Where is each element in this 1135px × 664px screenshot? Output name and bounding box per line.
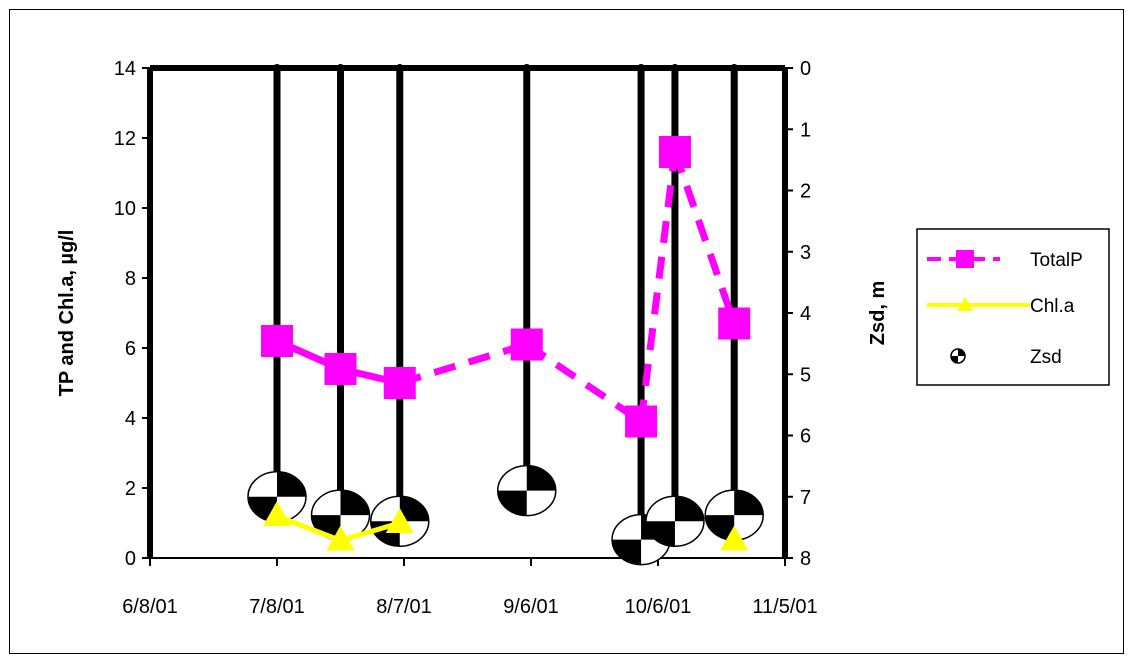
chla-series-group	[263, 501, 749, 551]
y-axis-label: TP and Chl.a, µg/l	[56, 230, 78, 397]
x-tick-label: 6/8/01	[122, 596, 178, 618]
y2-tick-label: 1	[800, 119, 811, 141]
y2-tick-label: 2	[800, 181, 811, 203]
zsd-point	[704, 489, 764, 541]
zsd-top-cap	[637, 64, 646, 72]
totalp-point	[658, 136, 691, 168]
totalp-line-segment	[637, 151, 679, 422]
chart-frame	[9, 9, 1124, 654]
y2-tick-label: 6	[800, 426, 811, 448]
totalp-point	[324, 353, 357, 385]
legend-chla-label: Chl.a	[1030, 296, 1075, 317]
y2-axis-label: Zsd, m	[867, 281, 889, 345]
y-tick-label: 0	[125, 548, 136, 570]
zsd-top-cap	[336, 64, 345, 72]
totalp-line-segment	[398, 341, 528, 387]
legend-zsd-marker	[950, 348, 966, 364]
y-tick-label: 10	[114, 198, 136, 220]
chla-point	[263, 501, 291, 526]
y-tick-label: 12	[114, 128, 136, 150]
x-tick-label: 10/6/01	[625, 596, 692, 618]
zsd-top-cap	[522, 64, 531, 72]
legend-totalp-marker	[956, 250, 974, 268]
axes-group	[142, 65, 793, 566]
zsd-top-cap	[395, 64, 404, 72]
totalp-point	[625, 405, 658, 438]
y2-tick-label: 0	[800, 58, 811, 80]
y-tick-label: 14	[114, 58, 136, 80]
y2-tick-label: 5	[800, 364, 811, 386]
x-tick-label: 11/5/01	[752, 596, 817, 618]
y-tick-label: 6	[125, 338, 136, 360]
y2-tick-label: 3	[800, 242, 811, 264]
totalp-point	[510, 328, 543, 361]
totalp-line-segment	[524, 341, 644, 425]
totalp-line-segment	[671, 150, 738, 325]
totalp-point	[383, 367, 416, 399]
zsd-point	[310, 489, 371, 541]
y2-tick-label: 7	[800, 487, 811, 509]
x-tick-label: 7/8/01	[249, 596, 305, 618]
y-tick-label: 8	[125, 268, 136, 290]
y-tick-label: 4	[125, 408, 136, 430]
y2-tick-label: 4	[800, 303, 811, 325]
zsd-point	[645, 495, 705, 547]
x-tick-label: 8/7/01	[376, 596, 432, 618]
y-tick-label: 2	[125, 478, 136, 500]
legend: TotalP Chl.a Zsd	[916, 228, 1110, 386]
totalp-point	[718, 307, 751, 340]
totalp-point	[261, 325, 293, 357]
totalp-series-group	[261, 136, 751, 438]
legend-chla-marker	[957, 297, 973, 311]
zsd-top-cap	[670, 64, 679, 72]
zsd-point	[497, 464, 557, 517]
chla-point	[326, 525, 355, 551]
y2-tick-label: 8	[800, 548, 811, 570]
legend-zsd-label: Zsd	[1030, 347, 1062, 368]
chla-point	[720, 525, 749, 551]
zsd-top-cap	[273, 64, 281, 72]
x-tick-label: 9/6/01	[503, 596, 559, 618]
chla-point	[385, 508, 414, 533]
legend-totalp-label: TotalP	[1030, 250, 1083, 271]
zsd-top-cap	[730, 64, 739, 72]
